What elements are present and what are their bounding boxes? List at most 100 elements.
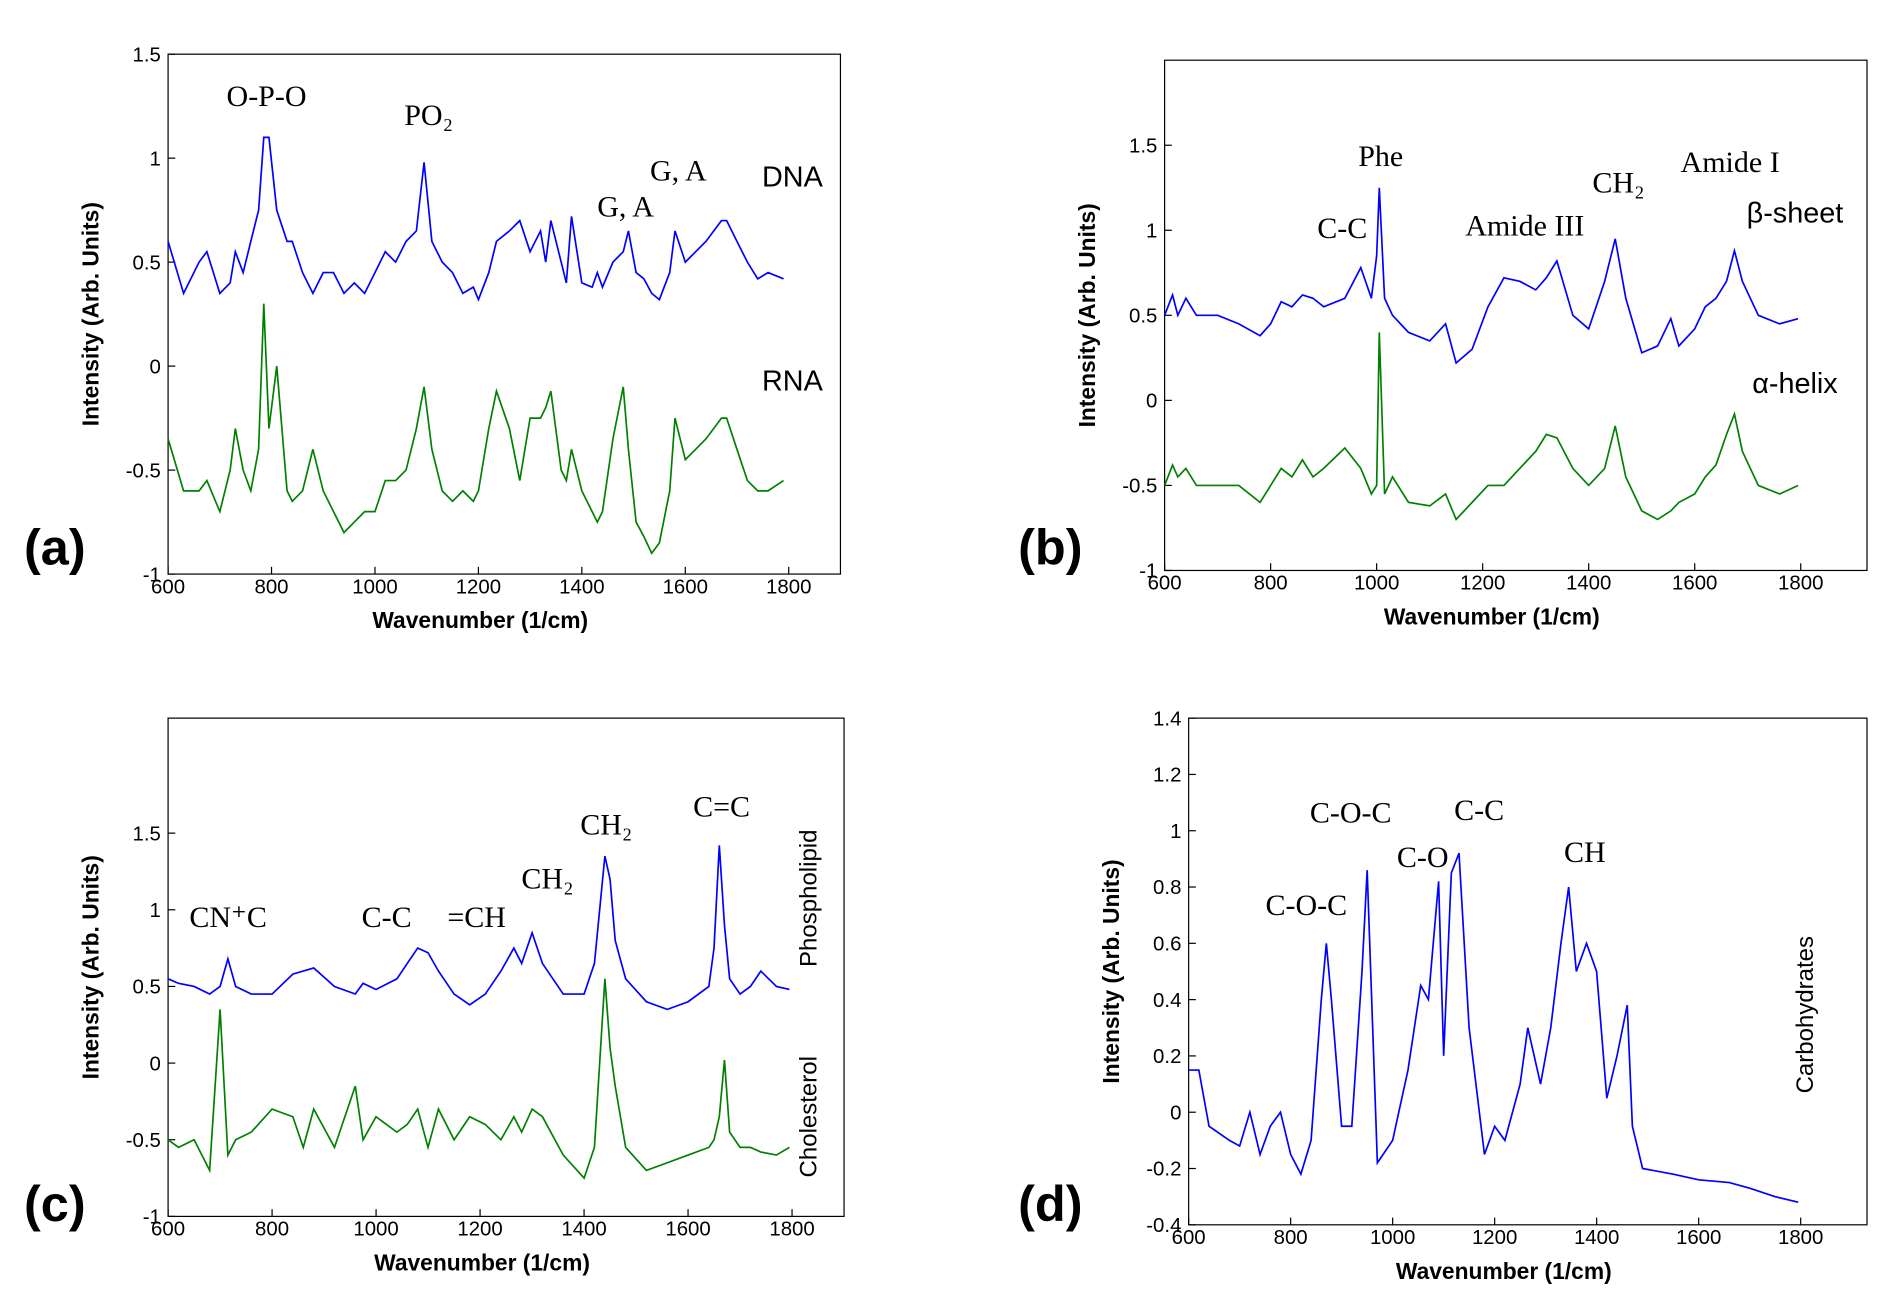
y-tick-label: 0	[150, 356, 161, 378]
x-tick-label: 1400	[1566, 573, 1611, 595]
x-tick-label: 800	[254, 576, 288, 598]
series-label: RNA	[762, 365, 824, 397]
x-axis-label: Wavenumber (1/cm)	[1396, 1258, 1612, 1284]
y-tick-label: 0	[1170, 1102, 1181, 1124]
y-tick-label: 1.2	[1153, 765, 1181, 787]
series-label: Phospholipid	[795, 830, 822, 967]
y-tick-label: -0.5	[1122, 476, 1157, 498]
x-tick-label: 1200	[1460, 573, 1505, 595]
x-tick-label: 1600	[665, 1219, 710, 1241]
peak-annotation: G, A	[597, 190, 654, 223]
x-tick-label: 1800	[766, 576, 811, 598]
peak-annotation: C-O-C	[1310, 797, 1392, 830]
peak-annotation: Amide III	[1465, 209, 1584, 242]
y-tick-label: -1	[1139, 561, 1157, 583]
x-tick-label: 1400	[561, 1219, 606, 1241]
y-tick-label: -0.4	[1146, 1215, 1181, 1237]
peak-annotation: G, A	[650, 154, 707, 187]
y-tick-label: 0.5	[133, 252, 161, 274]
peak-annotation: CH₂	[1592, 166, 1644, 199]
peak-annotation: C=C	[693, 791, 750, 824]
y-tick-label: -1	[143, 564, 161, 586]
x-tick-label: 1000	[352, 576, 397, 598]
plot-frame	[167, 717, 845, 1218]
y-tick-label: 1	[150, 900, 161, 922]
y-tick-label: 0	[150, 1053, 161, 1075]
peak-annotation: Phe	[1358, 140, 1403, 173]
peak-annotation: CH₂	[580, 809, 632, 842]
y-tick-label: 1.5	[133, 44, 161, 66]
x-tick-label: 1800	[1778, 1227, 1823, 1249]
panel-label: (b)	[1018, 518, 1082, 575]
peak-annotation: C-C	[1317, 212, 1367, 245]
peak-annotation: C-C	[362, 901, 412, 934]
x-tick-label: 1600	[1672, 573, 1717, 595]
peak-annotation: Amide I	[1681, 146, 1780, 179]
spectrum-line	[167, 303, 785, 555]
y-axis-label: Intensity (Arb. Units)	[77, 855, 103, 1079]
spectrum-line	[1163, 187, 1799, 365]
peak-annotation: CN⁺C	[189, 901, 267, 934]
series-label: Cholesterol	[795, 1056, 822, 1177]
panel-label: (d)	[1018, 1175, 1082, 1232]
spectrum-line	[167, 136, 784, 302]
panel-label: (c)	[24, 1175, 86, 1232]
x-tick-label: 600	[151, 576, 185, 598]
x-tick-label: 1400	[1574, 1227, 1619, 1249]
y-tick-label: 0.5	[1129, 306, 1157, 328]
peak-annotation: PO₂	[404, 99, 453, 132]
x-tick-label: 1000	[1370, 1227, 1415, 1249]
y-tick-label: 0.2	[1153, 1046, 1181, 1068]
y-tick-label: -0.5	[126, 1130, 161, 1152]
y-tick-label: 1.4	[1153, 708, 1181, 730]
x-axis-label: Wavenumber (1/cm)	[1384, 603, 1600, 629]
x-tick-label: 1000	[353, 1219, 398, 1241]
series-label: β-sheet	[1747, 197, 1844, 229]
peak-annotation: C-C	[1454, 794, 1504, 827]
y-tick-label: 1	[150, 148, 161, 170]
spectrum-line	[1188, 852, 1799, 1204]
y-axis-label: Intensity (Arb. Units)	[77, 202, 103, 426]
peak-annotation: CH₂	[521, 863, 573, 896]
peak-annotation: =CH	[447, 901, 506, 934]
plot-frame	[1188, 717, 1868, 1226]
peak-annotation: C-O-C	[1265, 889, 1347, 922]
series-label: α-helix	[1752, 368, 1838, 400]
y-tick-label: 1	[1170, 821, 1181, 843]
x-tick-label: 1400	[559, 576, 604, 598]
x-axis-label: Wavenumber (1/cm)	[374, 1249, 590, 1275]
series-label: Carbohydrates	[1792, 936, 1819, 1093]
x-tick-label: 1600	[663, 576, 708, 598]
peak-annotation: O-P-O	[227, 80, 307, 113]
y-tick-label: 0	[1146, 391, 1157, 413]
x-tick-label: 1600	[1676, 1227, 1721, 1249]
x-tick-label: 800	[1274, 1227, 1308, 1249]
peak-annotation: CH	[1564, 836, 1606, 869]
x-tick-label: 600	[1148, 573, 1182, 595]
spectrum-line	[167, 845, 790, 1011]
y-axis-label: Intensity (Arb. Units)	[1074, 203, 1100, 427]
panel-label: (a)	[24, 518, 86, 575]
x-tick-label: 1200	[457, 1219, 502, 1241]
y-tick-label: 0.5	[133, 977, 161, 999]
y-tick-label: 1	[1146, 220, 1157, 242]
y-tick-label: -1	[143, 1207, 161, 1229]
x-tick-label: 1200	[456, 576, 501, 598]
y-tick-label: 0.6	[1153, 934, 1181, 956]
x-tick-label: 1800	[1778, 573, 1823, 595]
y-tick-label: 1.5	[1129, 135, 1157, 157]
plot-frame	[1164, 59, 1868, 572]
spectrum-line	[1163, 332, 1799, 521]
series-label: DNA	[762, 161, 824, 193]
x-tick-label: 1000	[1354, 573, 1399, 595]
x-tick-label: 1200	[1472, 1227, 1517, 1249]
spectrum-line	[167, 978, 790, 1180]
y-axis-label: Intensity (Arb. Units)	[1098, 859, 1124, 1083]
x-tick-label: 600	[1172, 1227, 1206, 1249]
y-tick-label: 1.5	[133, 823, 161, 845]
plot-frame	[167, 53, 842, 575]
y-tick-label: -0.2	[1146, 1159, 1181, 1181]
x-axis-label: Wavenumber (1/cm)	[372, 607, 588, 633]
